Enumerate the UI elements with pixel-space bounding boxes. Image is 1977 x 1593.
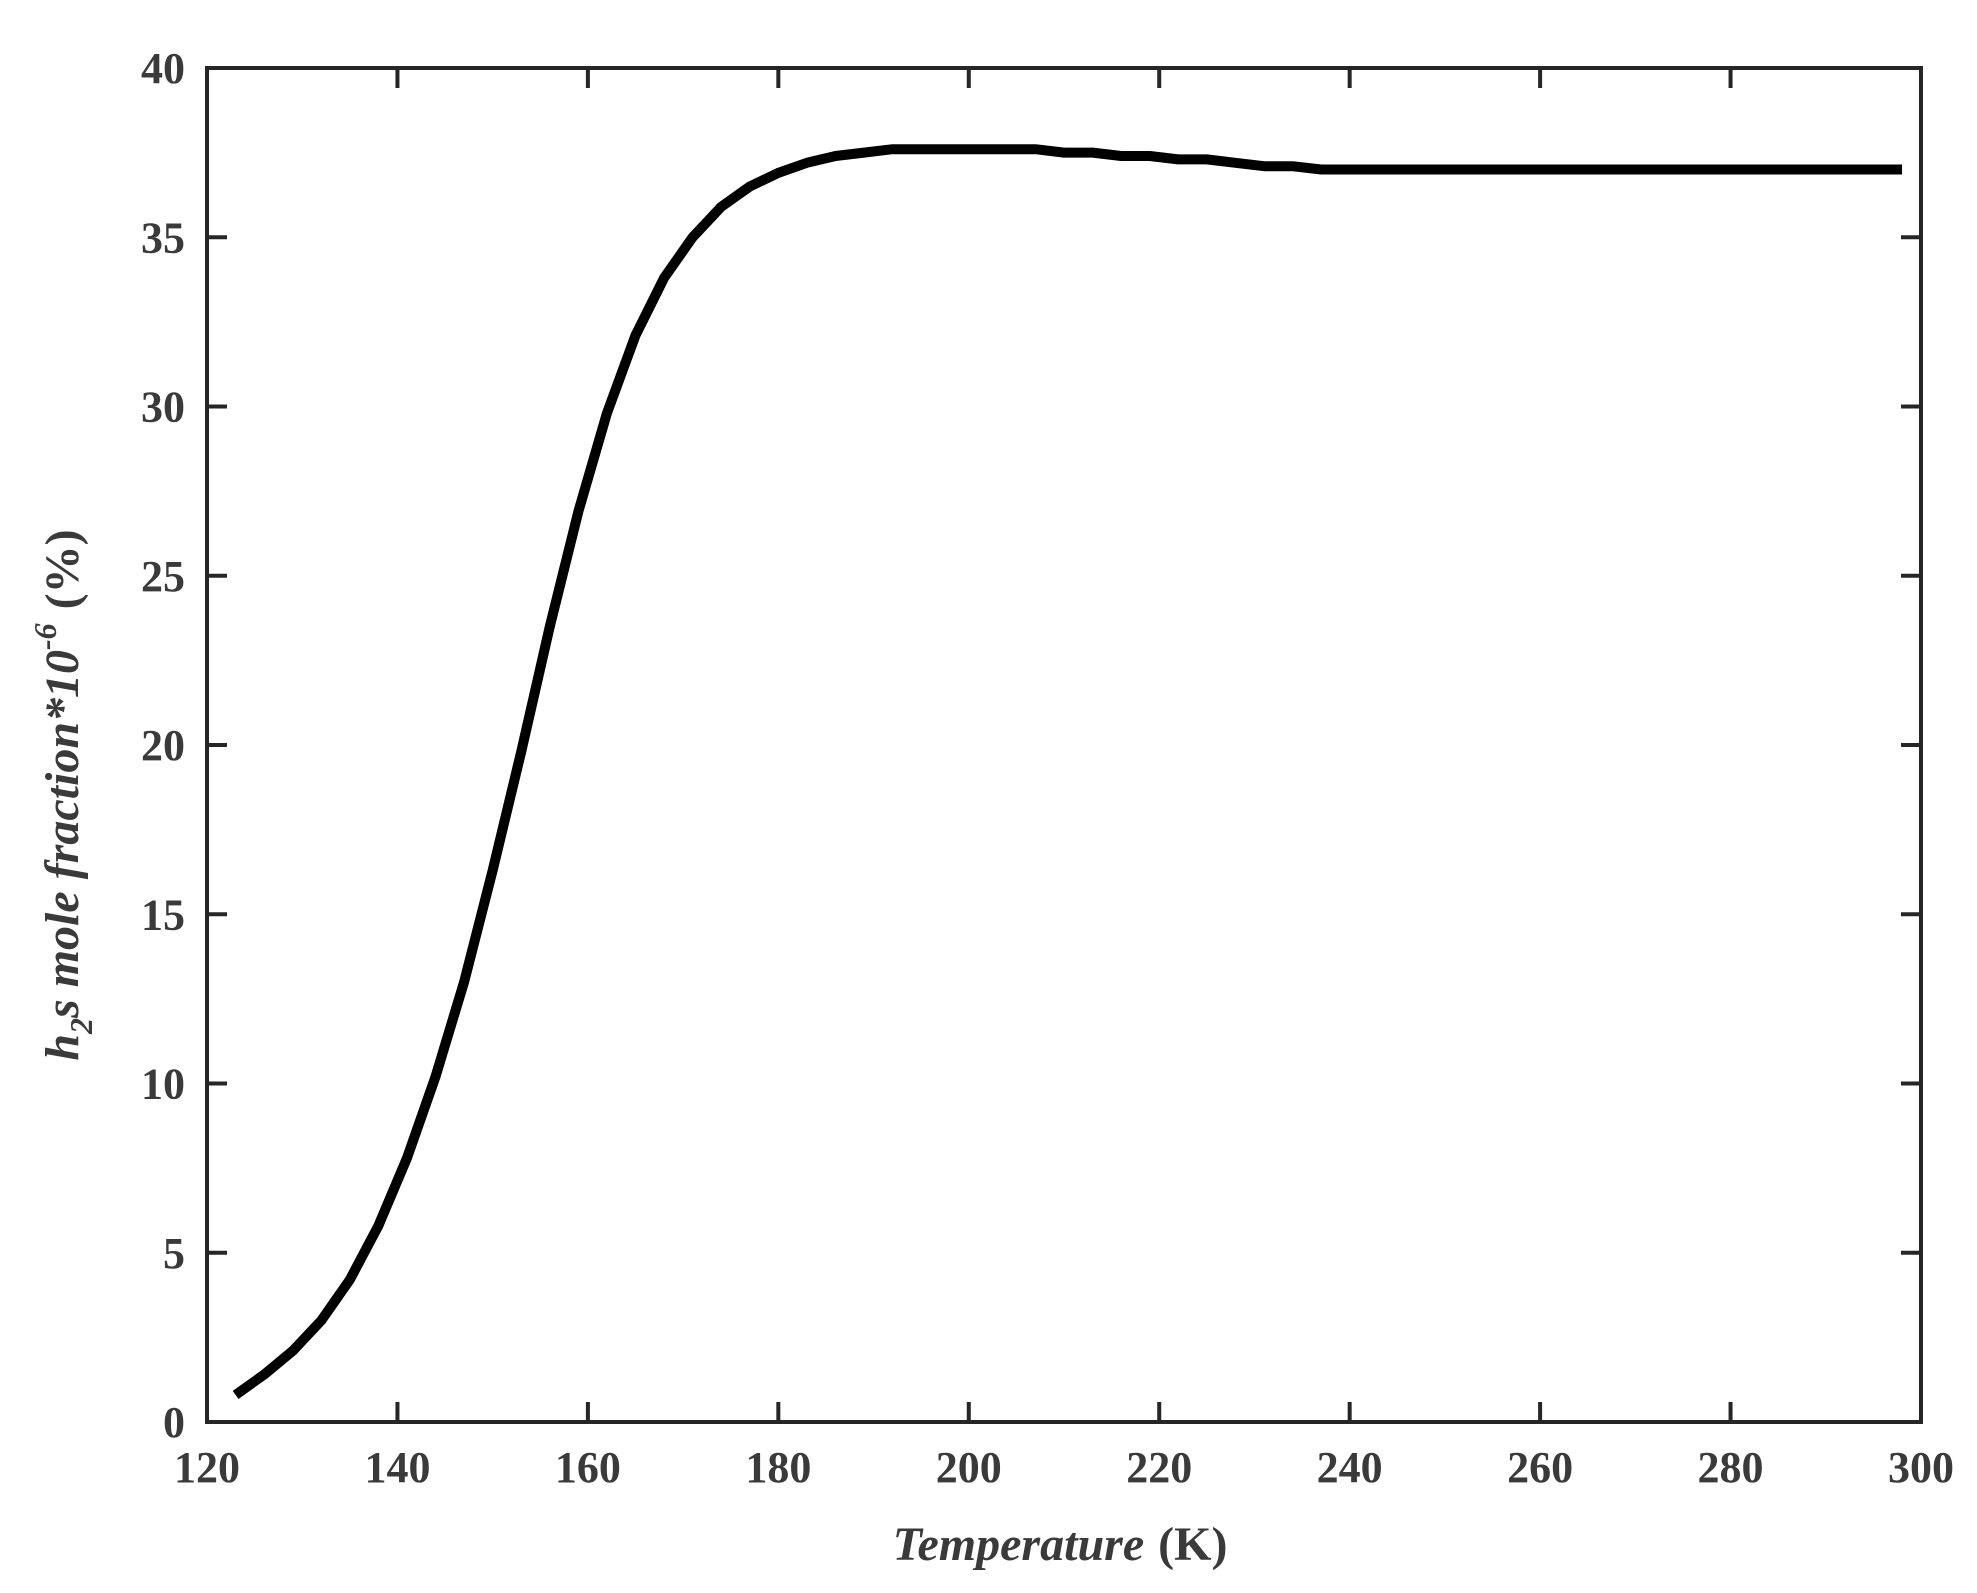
y-tick-label: 15 bbox=[141, 890, 185, 939]
x-tick-label: 300 bbox=[1888, 1443, 1954, 1492]
y-axis-label-subscript: 2 bbox=[63, 1018, 99, 1035]
y-axis-label: h2s mole fraction*10-6 (%) bbox=[27, 529, 99, 1060]
y-tick-label: 0 bbox=[163, 1398, 185, 1447]
x-tick-label: 280 bbox=[1698, 1443, 1764, 1492]
y-axis-ticks: 0 5 10 15 20 25 30 35 40 bbox=[141, 44, 1921, 1447]
x-tick-label: 260 bbox=[1507, 1443, 1573, 1492]
x-tick-label: 180 bbox=[745, 1443, 811, 1492]
x-tick-label: 120 bbox=[174, 1443, 240, 1492]
y-tick-label: 5 bbox=[163, 1229, 185, 1278]
y-axis-label-superscript: -6 bbox=[27, 623, 63, 650]
x-tick-label: 140 bbox=[364, 1443, 430, 1492]
y-axis-label-unit: (%) bbox=[36, 529, 89, 609]
x-axis-ticks: 120 140 160 180 200 220 240 260 280 300 bbox=[174, 68, 1954, 1492]
x-tick-label: 220 bbox=[1126, 1443, 1192, 1492]
x-axis-label-name: Temperature bbox=[893, 1518, 1145, 1571]
y-tick-label: 20 bbox=[141, 721, 185, 770]
y-tick-label: 25 bbox=[141, 552, 185, 601]
y-tick-label: 40 bbox=[141, 44, 185, 93]
plot-area-frame bbox=[205, 66, 1923, 1424]
y-tick-label: 35 bbox=[141, 213, 185, 262]
x-tick-label: 240 bbox=[1317, 1443, 1383, 1492]
y-tick-label: 30 bbox=[141, 383, 185, 432]
x-axis-label: Temperature (K) bbox=[893, 1518, 1228, 1571]
y-axis-label-main: s mole fraction*10 bbox=[36, 650, 89, 1019]
series-line bbox=[232, 144, 1902, 1399]
y-tick-label: 10 bbox=[141, 1060, 185, 1109]
x-axis-label-unit: (K) bbox=[1158, 1518, 1227, 1571]
x-tick-label: 160 bbox=[555, 1443, 621, 1492]
x-tick-label: 200 bbox=[936, 1443, 1002, 1492]
y-axis-label-h: h bbox=[36, 1034, 89, 1061]
